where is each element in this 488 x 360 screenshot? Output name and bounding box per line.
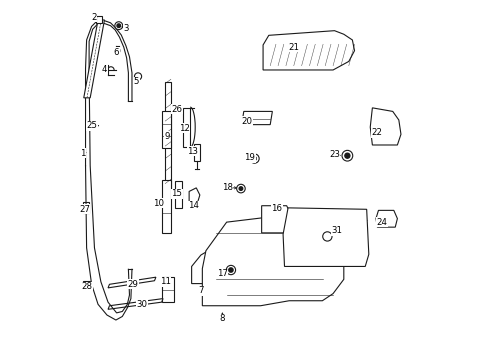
Polygon shape bbox=[83, 281, 90, 288]
Text: 8: 8 bbox=[219, 314, 224, 323]
Text: 13: 13 bbox=[187, 147, 198, 156]
Text: 10: 10 bbox=[152, 199, 163, 208]
Text: 24: 24 bbox=[376, 218, 386, 227]
Text: 7: 7 bbox=[198, 286, 203, 295]
Text: 9: 9 bbox=[164, 132, 169, 141]
Text: 12: 12 bbox=[179, 124, 190, 133]
Polygon shape bbox=[283, 208, 368, 266]
Text: 27: 27 bbox=[79, 205, 90, 214]
Circle shape bbox=[252, 157, 256, 161]
Circle shape bbox=[341, 150, 352, 161]
Text: 2: 2 bbox=[91, 13, 96, 22]
Polygon shape bbox=[83, 20, 104, 98]
Circle shape bbox=[228, 268, 233, 272]
Polygon shape bbox=[369, 108, 400, 145]
Text: 19: 19 bbox=[244, 153, 255, 162]
Text: 14: 14 bbox=[188, 201, 199, 210]
Text: 25: 25 bbox=[86, 121, 97, 130]
Circle shape bbox=[226, 265, 235, 275]
Text: 22: 22 bbox=[370, 129, 382, 138]
Text: 20: 20 bbox=[242, 117, 252, 126]
Text: 6: 6 bbox=[114, 48, 119, 57]
Polygon shape bbox=[183, 108, 190, 147]
Polygon shape bbox=[189, 188, 200, 210]
Text: 3: 3 bbox=[123, 24, 128, 33]
Circle shape bbox=[117, 24, 121, 27]
Text: 11: 11 bbox=[160, 277, 170, 286]
Text: 31: 31 bbox=[330, 226, 342, 235]
Circle shape bbox=[249, 154, 259, 163]
Text: 26: 26 bbox=[171, 105, 183, 114]
Circle shape bbox=[344, 153, 349, 158]
Text: 5: 5 bbox=[134, 77, 139, 86]
Polygon shape bbox=[108, 277, 156, 288]
Circle shape bbox=[236, 184, 244, 193]
Polygon shape bbox=[83, 202, 89, 213]
Polygon shape bbox=[193, 144, 200, 161]
Polygon shape bbox=[375, 210, 397, 227]
Text: 1: 1 bbox=[80, 149, 85, 158]
Text: 4: 4 bbox=[102, 65, 107, 74]
Polygon shape bbox=[191, 251, 212, 284]
Text: 30: 30 bbox=[136, 300, 147, 309]
Text: 17: 17 bbox=[216, 269, 227, 278]
Polygon shape bbox=[162, 111, 171, 148]
Polygon shape bbox=[95, 16, 102, 23]
Polygon shape bbox=[175, 181, 182, 208]
Text: 29: 29 bbox=[127, 280, 138, 289]
Circle shape bbox=[239, 187, 242, 190]
Polygon shape bbox=[202, 209, 343, 306]
Polygon shape bbox=[261, 206, 290, 233]
Polygon shape bbox=[162, 277, 173, 302]
Text: 16: 16 bbox=[270, 204, 282, 213]
Polygon shape bbox=[241, 111, 272, 125]
Polygon shape bbox=[162, 180, 171, 233]
Text: 18: 18 bbox=[222, 183, 232, 192]
Polygon shape bbox=[263, 31, 354, 70]
Polygon shape bbox=[108, 298, 163, 309]
Text: 28: 28 bbox=[81, 282, 92, 291]
Circle shape bbox=[115, 22, 122, 30]
Text: 21: 21 bbox=[288, 42, 299, 51]
Text: 23: 23 bbox=[328, 150, 339, 159]
Circle shape bbox=[134, 73, 142, 80]
Polygon shape bbox=[165, 82, 171, 192]
Circle shape bbox=[322, 232, 331, 241]
Text: 15: 15 bbox=[171, 189, 182, 198]
